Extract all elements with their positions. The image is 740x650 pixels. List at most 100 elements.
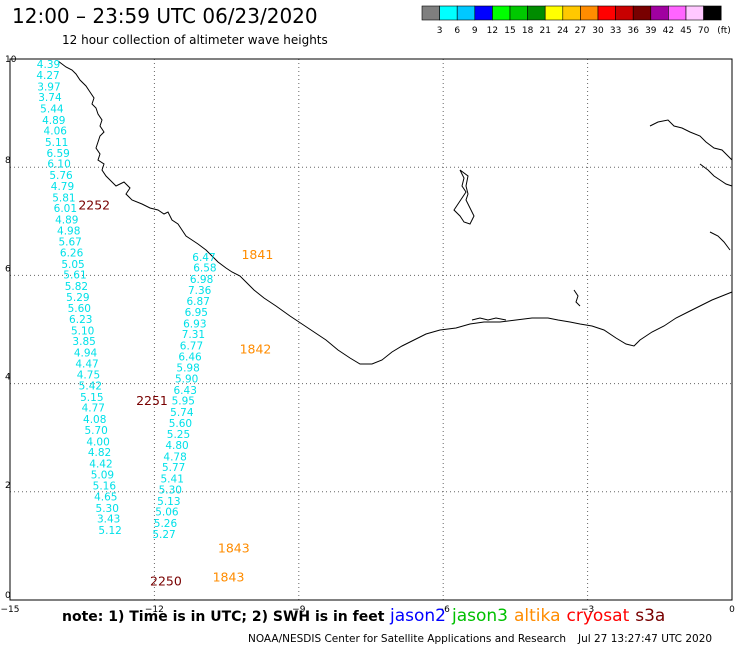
swh-value: 3.97 bbox=[37, 81, 60, 93]
pass-time-label: 2252 bbox=[78, 197, 110, 212]
swh-value: 5.44 bbox=[40, 104, 64, 116]
swh-value: 4.06 bbox=[44, 126, 68, 138]
colorbar: 3 6 9 12 15 18 21 24 27 30 33 36 39 42 45 70 (ft) bbox=[421, 5, 731, 36]
swh-value: 6.58 bbox=[193, 263, 216, 275]
legend-item-s3a: s3a bbox=[635, 606, 666, 626]
swh-value: 4.75 bbox=[77, 370, 100, 382]
pass-time-label: 1843 bbox=[218, 540, 250, 555]
legend-item-jason2: jason2 bbox=[390, 606, 446, 626]
coastline-segment bbox=[649, 119, 733, 161]
colorbar-tick-label: 12 bbox=[487, 26, 498, 36]
swh-value: 5.27 bbox=[152, 529, 175, 541]
x-tick-label: 0 bbox=[729, 605, 735, 615]
colorbar-tick-label: 30 bbox=[592, 26, 604, 36]
swh-value: 5.30 bbox=[96, 503, 119, 515]
coastline-segment bbox=[699, 163, 733, 187]
map-subtitle: 12 hour collection of altimeter wave hei… bbox=[62, 33, 328, 47]
x-tick-label: −3 bbox=[581, 605, 594, 615]
credit-date: Jul 27 13:27:47 UTC 2020 bbox=[578, 633, 713, 645]
swh-value: 5.61 bbox=[63, 270, 86, 282]
swh-value: 5.81 bbox=[52, 192, 75, 204]
colorbar-tick-label: 9 bbox=[472, 26, 478, 36]
swh-value: 5.13 bbox=[157, 496, 180, 508]
colorbar-tick-label: 18 bbox=[522, 26, 534, 36]
swh-value: 6.77 bbox=[180, 341, 203, 353]
colorbar-tick-label: 39 bbox=[645, 26, 657, 36]
colorbar-tick-label: 24 bbox=[557, 26, 569, 36]
legend-item-jason3: jason3 bbox=[452, 606, 508, 626]
swh-value: 4.78 bbox=[163, 451, 186, 463]
swh-value: 5.67 bbox=[58, 237, 81, 249]
legend-item-altika: altika bbox=[514, 606, 561, 626]
swh-value: 4.39 bbox=[37, 59, 60, 71]
x-tick-label: −6 bbox=[437, 605, 451, 615]
swh-value: 5.11 bbox=[45, 137, 68, 149]
coastline-segment bbox=[57, 60, 733, 365]
satellite-legend: jason2 jason3 altika cryosat s3a bbox=[390, 606, 671, 626]
colorbar-tick-label: 3 bbox=[437, 26, 443, 36]
coastline-segment bbox=[709, 231, 731, 251]
map-title: 12:00 – 23:59 UTC 06/23/2020 bbox=[12, 4, 318, 28]
colorbar-tick-label: 27 bbox=[575, 26, 586, 36]
coastline-segment bbox=[471, 317, 507, 321]
swh-value: 5.26 bbox=[154, 518, 178, 530]
swh-value: 4.80 bbox=[165, 440, 188, 452]
swh-value: 4.42 bbox=[89, 458, 112, 470]
swh-value: 6.01 bbox=[54, 203, 77, 215]
swh-value: 4.08 bbox=[83, 414, 106, 426]
swh-value: 5.25 bbox=[167, 429, 190, 441]
swh-value: 5.98 bbox=[176, 363, 199, 375]
swh-value: 6.23 bbox=[69, 314, 92, 326]
swh-value: 6.95 bbox=[185, 307, 208, 319]
units-note: note: 1) Time is in UTC; 2) SWH is in fe… bbox=[62, 609, 385, 625]
y-tick-label: 8 bbox=[5, 156, 11, 166]
y-tick-label: 10 bbox=[5, 55, 17, 65]
colorbar-tick-label: 15 bbox=[504, 26, 515, 36]
axis-labels: −15 −12 −9 −6 −3 0 0 2 4 6 8 10 bbox=[1, 55, 736, 615]
map-frame bbox=[9, 58, 733, 601]
swh-value: 5.09 bbox=[91, 469, 114, 481]
pass-time-label: 2250 bbox=[150, 573, 182, 588]
pass-time-labels: 2252 2251 2250 1841 1842 1843 1843 bbox=[78, 197, 273, 588]
colorbar-tick-label: 70 bbox=[698, 26, 710, 36]
colorbar-tick-label: 6 bbox=[454, 26, 460, 36]
swh-value: 3.43 bbox=[97, 514, 120, 526]
swh-value: 6.46 bbox=[178, 351, 202, 363]
swh-value: 5.82 bbox=[65, 281, 88, 293]
swh-value: 6.59 bbox=[46, 148, 69, 160]
x-tick-label: −12 bbox=[145, 605, 164, 615]
swh-value: 6.98 bbox=[190, 274, 213, 286]
coastline bbox=[57, 60, 733, 365]
colorbar-unit: (ft) bbox=[717, 26, 731, 36]
swh-value: 5.42 bbox=[79, 381, 102, 393]
swh-value: 5.05 bbox=[61, 259, 84, 271]
swh-value: 4.89 bbox=[55, 214, 78, 226]
colorbar-tick-label: 36 bbox=[627, 26, 639, 36]
swh-value: 5.60 bbox=[169, 418, 192, 430]
swh-value: 7.31 bbox=[182, 329, 205, 341]
colorbar-tick-label: 21 bbox=[539, 26, 550, 36]
swh-value: 5.70 bbox=[84, 425, 107, 437]
credit-text: NOAA/NESDIS Center for Satellite Applica… bbox=[248, 633, 566, 645]
swh-value: 5.90 bbox=[175, 374, 198, 386]
coastline-segment bbox=[573, 289, 581, 307]
swh-value: 6.87 bbox=[187, 296, 210, 308]
swh-value: 5.15 bbox=[80, 392, 103, 404]
swh-value: 5.16 bbox=[93, 481, 117, 493]
swh-value: 4.79 bbox=[51, 181, 74, 193]
swh-value: 6.43 bbox=[174, 385, 197, 397]
swh-value: 5.77 bbox=[162, 462, 185, 474]
swh-value: 4.89 bbox=[42, 115, 65, 127]
swh-value: 6.47 bbox=[192, 252, 215, 264]
pass-time-label: 1842 bbox=[240, 341, 272, 356]
swh-value: 5.95 bbox=[172, 396, 195, 408]
x-tick-label: −15 bbox=[1, 605, 20, 615]
swh-value: 5.74 bbox=[170, 407, 194, 419]
colorbar-swatch bbox=[703, 5, 722, 21]
y-tick-label: 2 bbox=[5, 481, 11, 491]
swh-value: 4.65 bbox=[94, 491, 117, 503]
swh-value: 5.76 bbox=[49, 170, 73, 182]
swh-value: 5.29 bbox=[66, 292, 89, 304]
swh-value: 5.60 bbox=[68, 303, 91, 315]
altimeter-tracks: 4.394.273.973.745.444.894.065.116.596.10… bbox=[36, 59, 216, 541]
